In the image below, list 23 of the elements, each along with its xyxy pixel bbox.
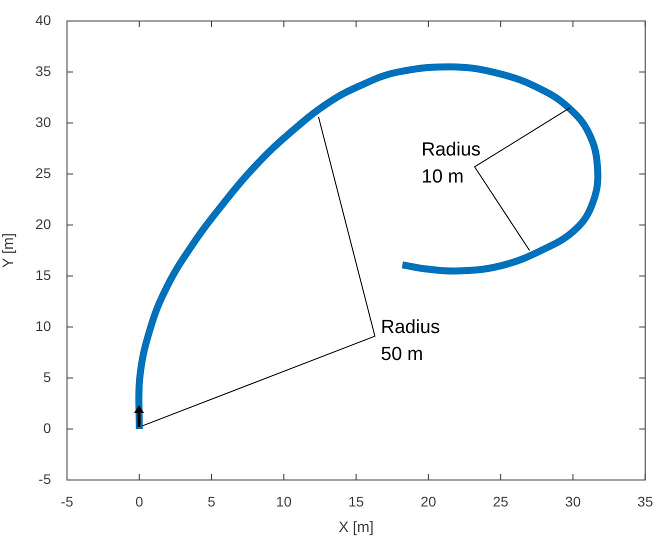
x-tick-label: 0 (135, 493, 144, 510)
y-tick-label: 0 (43, 420, 52, 436)
y-tick-label: 40 (35, 12, 52, 28)
y-tick-label: 30 (35, 114, 52, 130)
x-tick-label: 25 (492, 493, 509, 510)
y-tick-label: 25 (35, 164, 52, 181)
y-tick-label: 5 (43, 368, 52, 385)
annotation: Radius 10 m (422, 140, 481, 188)
y-tick-label: 15 (35, 266, 52, 283)
x-tick-label: 30 (565, 493, 581, 510)
x-tick-label: 15 (348, 493, 364, 510)
x-tick-label: 35 (637, 493, 654, 510)
y-tick-label: -5 (38, 470, 52, 487)
x-tick-label: 10 (276, 493, 292, 510)
y-tick-label: 35 (35, 62, 52, 79)
y-axis-title: Y [m] (0, 233, 18, 268)
x-tick-label: 20 (420, 493, 436, 510)
x-tick-label: -5 (60, 493, 74, 510)
y-tick-label: 20 (35, 216, 52, 232)
annotation: Radius 50 m (380, 316, 440, 365)
y-tick-label: 10 (35, 318, 52, 334)
x-tick-label: 5 (208, 493, 216, 510)
x-axis-title: X [m] (338, 519, 374, 536)
